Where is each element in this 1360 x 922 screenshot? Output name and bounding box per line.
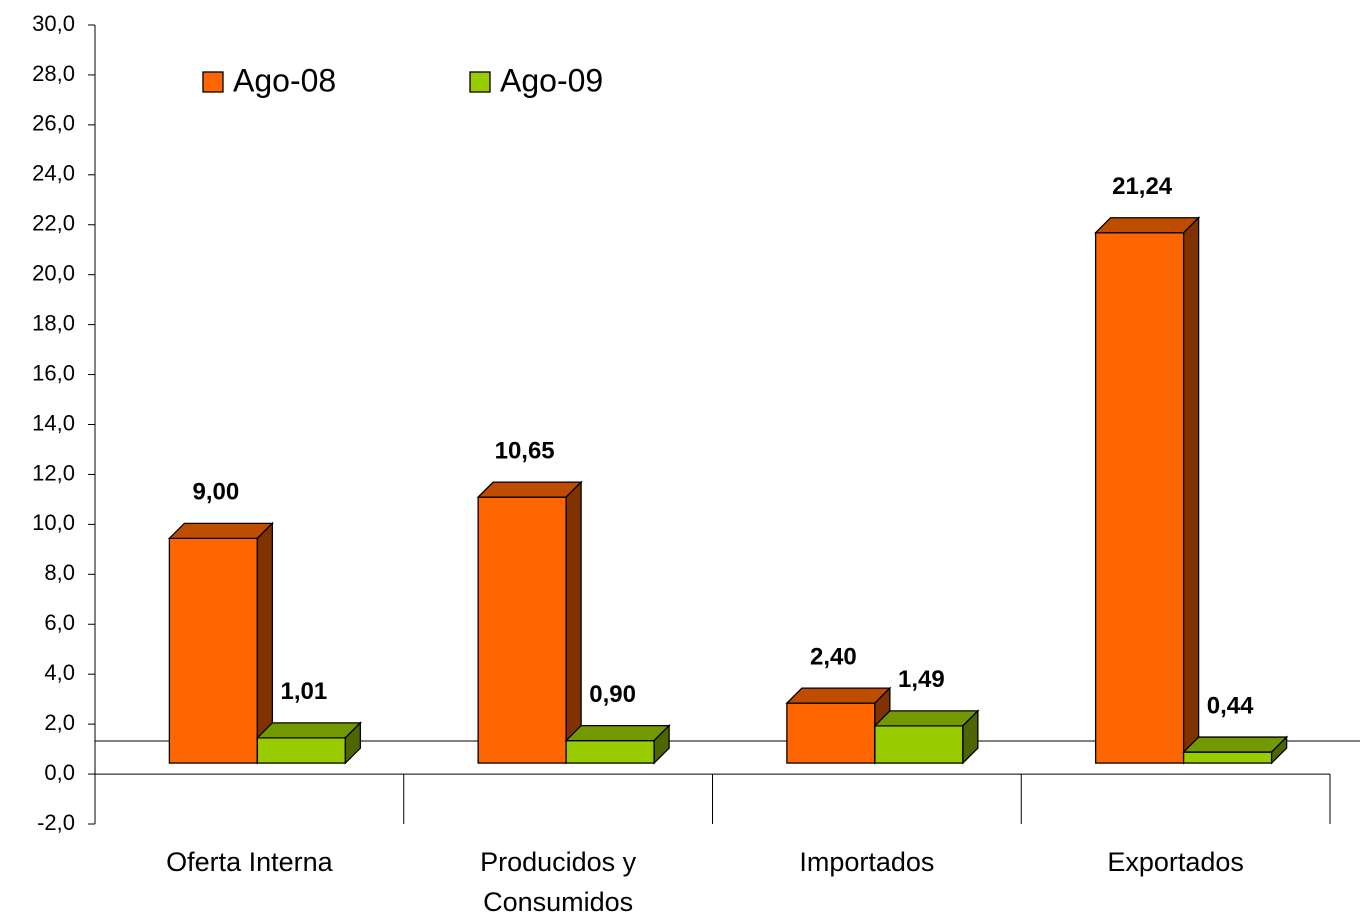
y-tick-label: 6,0	[44, 610, 75, 635]
bar-front	[566, 741, 654, 763]
y-tick-label: 8,0	[44, 560, 75, 585]
bar-top	[875, 711, 978, 726]
y-tick-label: 16,0	[32, 360, 75, 385]
bar-side	[1184, 218, 1199, 763]
legend-swatch	[470, 72, 490, 92]
bar	[1184, 737, 1287, 763]
y-tick-label: 14,0	[32, 410, 75, 435]
y-tick-label: 10,0	[32, 510, 75, 535]
value-label: 1,49	[898, 666, 945, 693]
value-label: 10,65	[495, 437, 555, 464]
bar-top	[1096, 218, 1199, 233]
y-tick-label: -2,0	[37, 810, 75, 835]
y-tick-label: 24,0	[32, 161, 75, 186]
bar-front	[787, 703, 875, 763]
value-label: 0,90	[589, 681, 636, 708]
page: {"chart_data": {"type": "bar3d", "catego…	[0, 0, 1360, 920]
bar-front	[875, 726, 963, 763]
bar	[478, 482, 581, 763]
legend-label: Ago-09	[500, 62, 603, 98]
bar-top	[478, 482, 581, 497]
legend-label: Ago-08	[233, 62, 336, 98]
x-tick-label: Exportados	[1051, 842, 1301, 882]
x-tick-label: Oferta Interna	[124, 842, 374, 882]
chart: -2,0 0,0 2,0 4,0 6,0 8,0 10,0 12,0 14,0 16,0 18,0 2…	[0, 0, 1360, 920]
x-tick-label: Producidos y Consumidos	[433, 842, 683, 922]
y-tick-label: 0,0	[44, 760, 75, 785]
y-tick-label: 4,0	[44, 660, 75, 685]
bar	[875, 711, 978, 763]
bar	[566, 726, 669, 763]
bar-top	[1184, 737, 1287, 752]
bar-top	[787, 688, 890, 703]
y-tick-label: 30,0	[32, 11, 75, 36]
x-tick-label: Importados	[742, 842, 992, 882]
legend-swatch	[203, 72, 223, 92]
bar-front	[1096, 233, 1184, 763]
y-tick-label: 2,0	[44, 710, 75, 735]
y-tick-label: 20,0	[32, 261, 75, 286]
value-label: 1,01	[281, 678, 328, 705]
value-label: 0,44	[1207, 692, 1254, 719]
y-tick-label: 26,0	[32, 111, 75, 136]
bar-front	[169, 538, 257, 763]
value-label: 9,00	[193, 479, 240, 506]
bar	[1096, 218, 1199, 763]
y-tick-label: 12,0	[32, 460, 75, 485]
value-label: 2,40	[810, 643, 857, 670]
bar	[257, 723, 360, 763]
bar-top	[169, 523, 272, 538]
bar-side	[566, 482, 581, 763]
bar-front	[257, 738, 345, 763]
bar	[169, 523, 272, 763]
bar-top	[257, 723, 360, 738]
bar-front	[1184, 752, 1272, 763]
value-label: 21,24	[1112, 173, 1173, 200]
bar-front	[478, 497, 566, 763]
bar-top	[566, 726, 669, 741]
y-tick-label: 18,0	[32, 310, 75, 335]
y-tick-label: 22,0	[32, 211, 75, 236]
y-tick-label: 28,0	[32, 61, 75, 86]
